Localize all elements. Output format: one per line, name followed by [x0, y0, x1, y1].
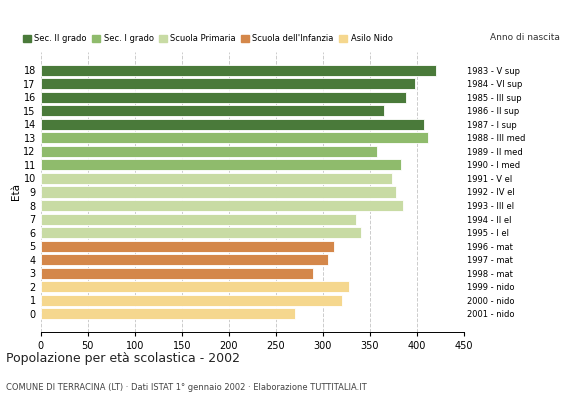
Bar [41, 308, 295, 319]
Legend: Sec. II grado, Sec. I grado, Scuola Primaria, Scuola dell'Infanzia, Asilo Nido: Sec. II grado, Sec. I grado, Scuola Prim… [19, 31, 396, 47]
Bar [41, 119, 425, 130]
Bar [41, 268, 313, 279]
Bar [41, 200, 403, 211]
Bar [41, 240, 334, 252]
Text: Anno di nascita: Anno di nascita [490, 33, 560, 42]
Bar [41, 160, 401, 170]
Bar [41, 214, 356, 224]
Bar [41, 146, 378, 157]
Bar [41, 227, 361, 238]
Bar [41, 281, 349, 292]
Bar [41, 92, 405, 103]
Bar [41, 254, 328, 265]
Text: COMUNE DI TERRACINA (LT) · Dati ISTAT 1° gennaio 2002 · Elaborazione TUTTITALIA.: COMUNE DI TERRACINA (LT) · Dati ISTAT 1°… [6, 383, 367, 392]
Bar [41, 132, 428, 144]
Text: Popolazione per età scolastica - 2002: Popolazione per età scolastica - 2002 [6, 352, 240, 365]
Bar [41, 186, 396, 198]
Bar [41, 173, 392, 184]
Bar [41, 65, 436, 76]
Bar [41, 295, 342, 306]
Y-axis label: Età: Età [10, 184, 20, 200]
Bar [41, 105, 384, 116]
Bar [41, 78, 415, 89]
